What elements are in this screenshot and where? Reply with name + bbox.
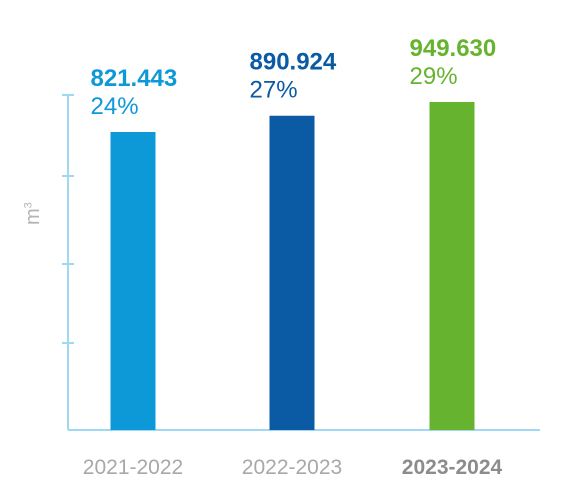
bar-2022-2023	[269, 115, 315, 431]
value-label-2022-2023: 890.924	[250, 49, 337, 76]
category-label-2023-2024: 2023-2024	[402, 456, 503, 479]
percent-label-2022-2023: 27%	[250, 77, 298, 104]
percent-label-2023-2024: 29%	[410, 63, 458, 90]
value-label-2023-2024: 949.630	[410, 35, 497, 62]
category-label-2021-2022: 2021-2022	[83, 456, 183, 479]
bar-2021-2022	[110, 132, 156, 430]
bar-2023-2024	[429, 102, 475, 430]
category-label-2022-2023: 2022-2023	[242, 456, 342, 479]
percent-label-2021-2022: 24%	[91, 93, 139, 120]
value-label-2021-2022: 821.443	[91, 65, 178, 92]
